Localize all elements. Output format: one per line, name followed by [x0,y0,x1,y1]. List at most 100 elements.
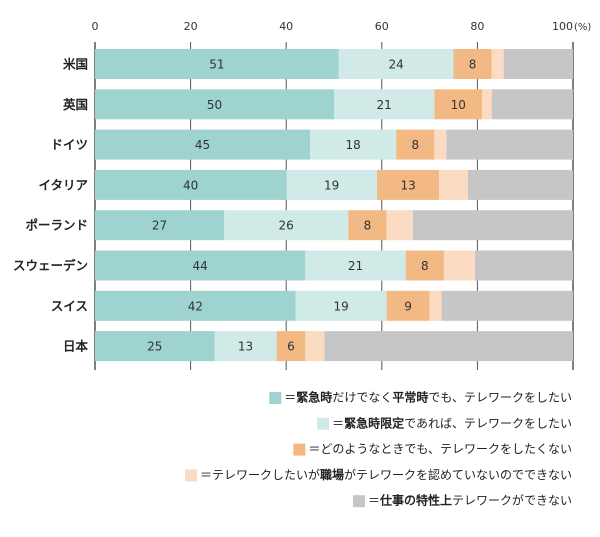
legend-label: ＝テレワークしたいが職場がテレワークを認めていないのでできない [200,467,572,482]
legend-text-part: であれば、テレワークをしたい [404,416,572,430]
bar-segment-s4 [305,331,325,362]
data-label: 21 [377,98,392,112]
bar-segment-s5 [441,290,573,321]
bar-segment-s4 [491,49,504,79]
data-label: 8 [364,219,372,233]
bar-segment-s5 [475,250,573,281]
bar-segment-s2 [214,331,277,362]
x-tick-label: 20 [184,20,198,33]
data-label: 19 [324,178,339,192]
category-label: イタリア [38,177,88,192]
legend-label: ＝緊急時だけでなく平常時でも、テレワークをしたい [284,390,572,405]
x-tick-label: 0 [92,20,99,33]
data-label: 13 [400,178,415,192]
bar-segment-s5 [412,210,573,241]
bar-segment-s2 [310,129,397,160]
data-label: 24 [388,58,403,72]
legend-text-part: でも、テレワークをしたい [428,391,572,405]
category-label: 米国 [62,57,88,72]
data-label: 51 [209,58,224,72]
data-label: 18 [345,138,360,152]
bar-segment-s2 [286,169,378,200]
data-label: 45 [195,138,210,152]
bar-segment-s1 [95,169,287,200]
bar-segment-s2 [334,89,435,120]
x-axis: 0 20 40 60 80 100 (%) [92,20,592,33]
legend-swatch [269,392,282,404]
bar-segment-s2 [338,49,454,79]
bar-segment-s3 [396,129,435,160]
x-tick-label: 100 [552,20,573,33]
bar-segment-s4 [439,169,468,200]
bar-segment-s3 [348,210,387,241]
x-unit-label: (%) [574,22,591,33]
bar-segment-s1 [95,210,225,241]
data-label: 8 [411,138,419,152]
legend-swatch [317,417,330,430]
legend-text-part: テレワークができない [452,493,572,508]
legend-text-part: がテレワークを認めていないのでできない [344,467,572,482]
legend-text-part: だけでなく [332,391,392,405]
data-label: 13 [238,340,253,354]
category-label: ポーランド [25,218,88,233]
category-label: スウェーデン [13,258,88,273]
bar-segment-s5 [324,331,573,362]
bar-segment-s4 [386,210,413,241]
legend-text-part: 平常時 [392,390,428,405]
data-label: 8 [421,259,429,273]
bar-segment-s5 [491,89,573,120]
legend-label: ＝緊急時限定であれば、テレワークをしたい [332,415,572,430]
category-label: スイス [51,298,88,313]
legend-swatch [184,469,197,482]
bar-segment-s3 [434,89,483,120]
data-label: 26 [279,219,294,233]
bar-segment-s3 [453,49,492,79]
data-label: 40 [183,178,198,192]
bar-segment-s4 [434,129,447,160]
bar-segment-s5 [503,49,573,79]
legend-text-part: ＝どのようなときでも、テレワークをしたくない [308,442,572,456]
legend-text-part: 仕事の特性上 [379,493,452,508]
category-label: ドイツ [50,137,88,152]
bar-segment-s4 [443,250,476,281]
x-tick-label: 80 [470,20,484,33]
bar-segment-s2 [305,250,406,281]
bar-segment-s2 [295,290,387,321]
legend-text-part: 緊急時限定 [344,415,404,430]
data-label: 6 [287,340,295,354]
x-tick-label: 60 [375,20,389,33]
bar-segment-s1 [95,250,306,281]
bar-segment-s5 [467,169,573,200]
legend-text-part: ＝テレワークしたいが [200,467,320,482]
category-label: 日本 [63,339,89,354]
legend-label: ＝仕事の特性上テレワークができない [368,493,572,508]
bar-segment-s3 [386,290,430,321]
legend-text-part: 緊急時 [296,390,332,405]
legend-swatch [293,443,306,456]
legend-text-part: ＝ [368,494,380,508]
legend-text-part: 職場 [320,467,344,482]
x-tick-label: 40 [279,20,293,33]
data-label: 42 [188,299,203,313]
category-label: 英国 [63,97,88,112]
legend-text-part: ＝ [284,391,296,405]
bar-segment-s1 [95,331,215,362]
bar-segment-s1 [95,290,296,321]
legend-label: ＝どのようなときでも、テレワークをしたくない [308,442,572,456]
bar-segment-s1 [95,49,339,79]
data-label: 25 [147,340,162,354]
legend-swatch [352,495,365,508]
bar-segment-s4 [482,89,492,120]
bar-segment-s3 [377,169,440,200]
legend: ＝緊急時だけでなく平常時でも、テレワークをしたい＝緊急時限定であれば、テレワーク… [184,390,572,508]
data-label: 21 [348,259,363,273]
legend-text-part: ＝ [332,416,344,430]
data-label: 19 [334,299,349,313]
bar-segment-s2 [224,210,349,241]
data-label: 9 [404,299,412,313]
bar-segment-s3 [405,250,444,281]
bar-segment-s1 [95,129,311,160]
data-label: 10 [451,98,466,112]
